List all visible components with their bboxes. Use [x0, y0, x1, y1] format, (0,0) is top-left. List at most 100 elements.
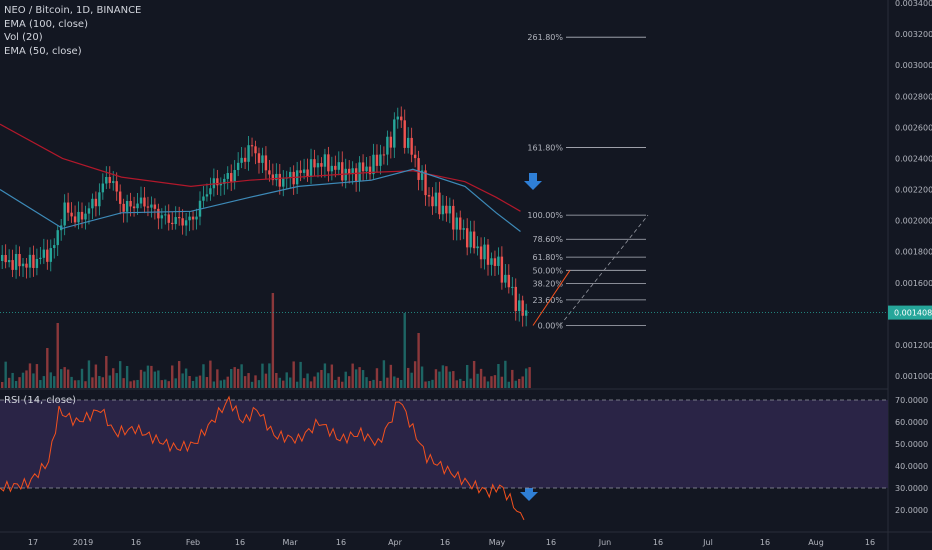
volume-bar: [223, 379, 226, 388]
candle-body: [396, 116, 399, 120]
volume-bar: [129, 381, 132, 388]
current-price-label: 0.001408: [894, 309, 932, 318]
price-tick-label: 0.002800: [895, 92, 932, 101]
candle-body: [521, 300, 524, 316]
candle-body: [250, 145, 254, 147]
volume-bar: [497, 363, 500, 388]
volume-bar: [379, 380, 382, 388]
legend: NEO / Bitcoin, 1D, BINANCE EMA (100, clo…: [4, 4, 141, 58]
volume-bar: [427, 381, 431, 388]
candle-body: [486, 244, 490, 265]
candle-body: [11, 260, 14, 270]
volume-bar: [358, 367, 361, 388]
volume-bar: [53, 376, 56, 388]
volume-bar: [257, 380, 261, 388]
volume-bar: [164, 379, 167, 388]
volume-bar: [171, 365, 174, 388]
volume-bar: [275, 372, 278, 388]
volume-bar: [417, 333, 420, 388]
candle-body: [243, 157, 247, 162]
candle-body: [42, 249, 46, 258]
volume-bar: [14, 381, 18, 388]
candle-body: [316, 163, 320, 168]
volume-bar: [393, 376, 396, 388]
candle-body: [136, 203, 139, 209]
fib-level-label: 161.80%: [527, 144, 563, 153]
volume-bar: [420, 366, 424, 388]
candle-body: [101, 183, 105, 193]
candle-body: [424, 170, 427, 196]
candle-body: [323, 154, 327, 167]
volume-bar: [236, 368, 240, 388]
volume-bar: [306, 373, 309, 388]
volume-bar: [469, 378, 472, 388]
volume-bar: [184, 368, 188, 388]
price-tick-label: 0.001000: [895, 372, 932, 381]
volume-bar: [80, 368, 84, 388]
price-tick-label: 0.003400: [895, 0, 932, 8]
volume-bar: [243, 376, 247, 388]
candle-body: [177, 217, 181, 219]
candle-body: [174, 217, 177, 225]
volume-bar: [254, 375, 257, 388]
candle-body: [181, 218, 184, 226]
volume-bar: [292, 361, 295, 388]
candle-body: [4, 254, 7, 263]
fib-level-label: 23.60%: [532, 296, 563, 305]
candle-body: [514, 286, 517, 312]
time-tick-label: 16: [653, 538, 663, 547]
candle-body: [393, 119, 396, 148]
candle-body: [452, 205, 455, 230]
candle-body: [313, 159, 316, 168]
volume-bar: [309, 381, 313, 388]
fib-projection-dashed: [559, 214, 649, 326]
rsi-label: RSI (14, close): [4, 395, 77, 406]
volume-bar: [167, 381, 170, 388]
volume-bar: [410, 372, 413, 388]
volume-bar: [368, 381, 372, 388]
candle-body: [209, 188, 212, 195]
time-tick-label: 2019: [73, 538, 93, 547]
volume-bar: [334, 379, 337, 388]
candle-body: [358, 162, 361, 181]
volume-bar: [302, 378, 306, 388]
candle-body: [264, 155, 268, 171]
volume-bar: [70, 376, 73, 388]
candle-body: [205, 194, 209, 197]
volume-bar: [295, 381, 299, 388]
volume-bar: [479, 368, 483, 388]
candle-body: [518, 300, 521, 312]
volume-bar: [233, 367, 236, 388]
volume-bar: [406, 367, 410, 388]
price-tick-label: 0.002000: [895, 217, 932, 226]
volume-bar: [396, 377, 399, 388]
volume-bar: [455, 380, 458, 388]
volume-bar: [146, 365, 150, 388]
candle-body: [462, 228, 465, 230]
volume-bar: [226, 376, 229, 388]
candle-body: [25, 263, 28, 268]
candle-body: [150, 204, 153, 208]
candle-body: [459, 217, 462, 230]
volume-bar: [188, 376, 191, 388]
candle-body: [292, 171, 295, 185]
candle-body: [306, 169, 309, 177]
candle-body: [389, 136, 393, 148]
volume-bar: [337, 376, 340, 388]
ema100-line: [0, 123, 521, 212]
ema50-line: [0, 168, 521, 232]
volume-bar: [344, 371, 347, 388]
candle-body: [465, 228, 469, 248]
candle-body: [479, 246, 483, 260]
volume-bar: [77, 380, 80, 388]
volume-bar: [434, 369, 438, 388]
candle-body: [230, 173, 233, 182]
fib-level-label: 50.00%: [532, 266, 563, 275]
volume-bar: [493, 375, 497, 388]
current-price-tag: [888, 305, 932, 320]
candle-body: [171, 222, 174, 225]
candle-body: [164, 214, 167, 216]
candle-body: [341, 162, 344, 181]
volume-bar: [375, 368, 379, 388]
